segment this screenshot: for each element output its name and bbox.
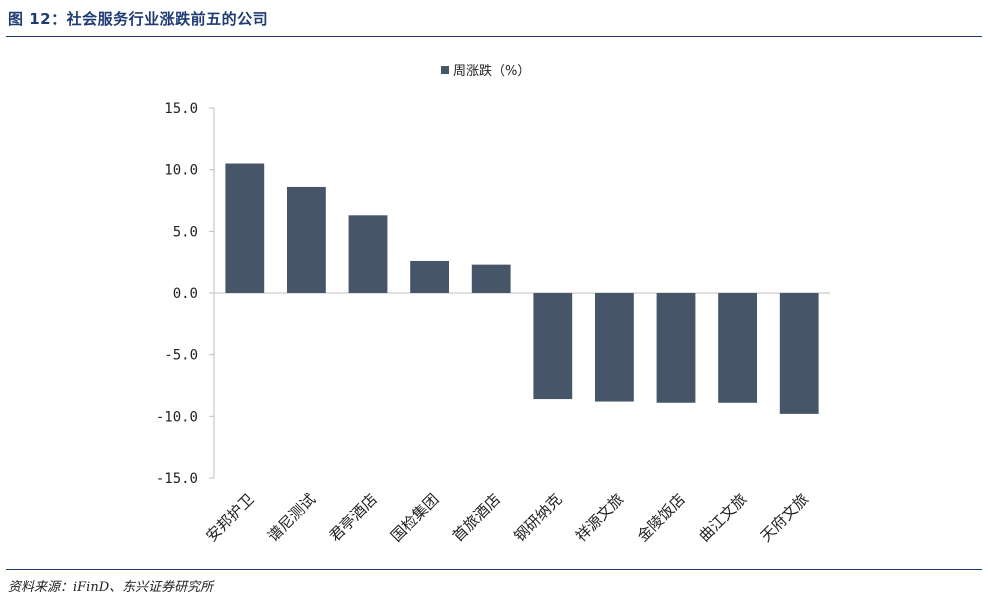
bar-3 <box>410 260 450 293</box>
y-tick-label: -5.0 <box>164 348 198 364</box>
x-category-label: 天府文旅 <box>757 490 812 545</box>
bar-1 <box>286 186 326 293</box>
x-category-label: 安邦护卫 <box>202 490 257 545</box>
bar-6 <box>594 293 634 402</box>
y-tick-label: 15.0 <box>164 101 198 117</box>
bars <box>225 163 819 414</box>
source-note: 资料来源：iFinD、东兴证券研究所 <box>8 580 214 595</box>
x-category-label: 首旅酒店 <box>449 490 504 545</box>
legend-swatch <box>441 66 449 74</box>
x-category-label: 曲江文旅 <box>695 490 750 545</box>
x-axis-labels: 安邦护卫 谱尼测试 君亭酒店 国检集团 首旅酒店 钢研纳克 祥源文旅 金陵饭店 曲江文旅 天府文旅 <box>202 490 812 545</box>
bar-4 <box>471 264 511 293</box>
x-category-label: 祥源文旅 <box>572 490 627 545</box>
y-tick-label: -10.0 <box>156 409 198 425</box>
y-tick-label: 5.0 <box>173 224 198 240</box>
y-tick-label: 0.0 <box>173 286 198 302</box>
bar-9 <box>779 293 819 414</box>
x-category-label: 谱尼测试 <box>264 490 319 545</box>
title-divider <box>6 36 982 37</box>
bar-5 <box>533 293 573 400</box>
bar-8 <box>718 293 758 403</box>
x-category-label: 国检集团 <box>387 490 442 545</box>
figure-title: 图 12：社会服务行业涨跌前五的公司 <box>8 10 269 28</box>
x-category-label: 金陵饭店 <box>634 490 689 545</box>
source-divider <box>6 569 982 570</box>
bar-7 <box>656 293 696 403</box>
y-tick-label: -15.0 <box>156 471 198 487</box>
bar-2 <box>348 215 388 293</box>
legend: 周涨跌（%） <box>441 63 530 79</box>
bar-0 <box>225 163 265 293</box>
x-category-label: 钢研纳克 <box>510 490 565 545</box>
y-tick-label: 10.0 <box>164 163 198 179</box>
x-category-label: 君亭酒店 <box>326 490 381 545</box>
legend-label: 周涨跌（%） <box>453 63 530 79</box>
